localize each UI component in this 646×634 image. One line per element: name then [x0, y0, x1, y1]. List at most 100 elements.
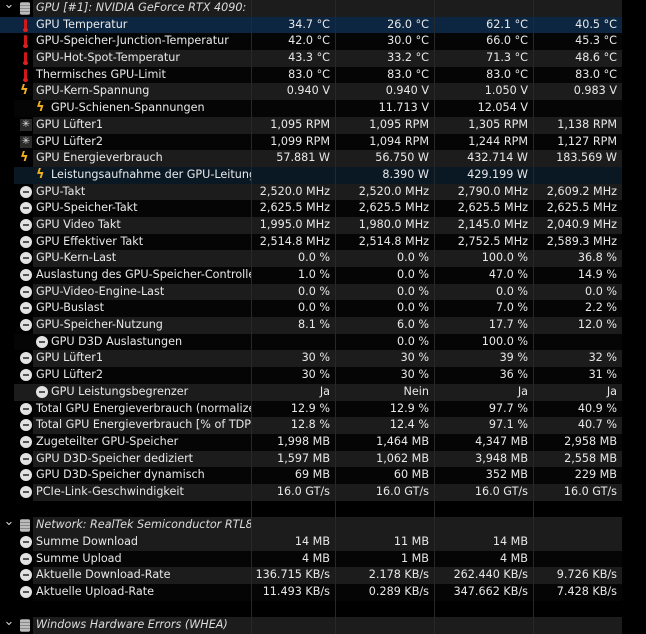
sensor-row[interactable]: GPU-Speicher-Junction-Temperatur 42.0 °C 3… [0, 33, 622, 51]
sensor-row[interactable]: ϟ GPU Energieverbrauch 57.881 W 56.750 W 432… [0, 150, 622, 167]
value-cell-3: 7.0 % [434, 300, 533, 318]
value-cell-3: 12.054 V [434, 100, 533, 117]
value-cell-2: 2,514.8 MHz [335, 233, 434, 251]
clock-icon [20, 352, 32, 365]
sensor-row[interactable]: GPU Lüfter1 30 % 30 % 39 % 32 % [0, 350, 622, 368]
section-header[interactable]: ⌄ Windows Hardware Errors (WHEA) [0, 614, 622, 634]
expandable-sensor-row[interactable]: ›GPU D3D Auslastungen 0.0 %100.0 % [0, 333, 622, 351]
value-cell-1: 30 % [251, 367, 335, 384]
sensor-row[interactable]: GPU-Takt 2,520.0 MHz 2,520.0 MHz 2,790.0 MH… [0, 183, 622, 201]
label-cell: GPU Lüfter1 [0, 350, 251, 368]
value-cell-4: 40.9 % [533, 400, 622, 418]
label-cell: GPU-Buslast [0, 300, 251, 318]
value-cell-2: 8.390 W [335, 166, 434, 184]
sensor-label: GPU-Kern-Spannung [36, 84, 150, 98]
value-cell-1: 0.0 % [251, 283, 335, 301]
chevron-down-icon[interactable]: ⌄ [3, 614, 15, 630]
value-cell-4: 9.726 KB/s [533, 567, 622, 585]
sensor-label: GPU-Schienen-Spannungen [51, 101, 205, 115]
sensor-row[interactable]: GPU-Kern-Last 0.0 % 0.0 % 100.0 % 36.8 % [0, 250, 622, 267]
section-header[interactable]: ⌄ Network: RealTek Semiconductor RTL8125.… [0, 514, 622, 534]
sensor-row[interactable]: GPU Effektiver Takt 2,514.8 MHz 2,514.8 MH… [0, 233, 622, 251]
bolt-icon: ϟ [20, 83, 29, 99]
sensor-row[interactable]: GPU-Buslast 0.0 % 0.0 % 7.0 % 2.2 % [0, 300, 622, 318]
sensor-label: GPU Video Takt [36, 217, 121, 231]
sensor-row[interactable]: GPU Temperatur 34.7 °C 26.0 °C 62.1 °C 40.5 … [0, 16, 622, 34]
sensor-row[interactable]: GPU-Speicher-Takt 2,625.5 MHz 2,625.5 MHz 2… [0, 200, 622, 217]
label-cell: Thermisches GPU-Limit [0, 66, 251, 84]
value-cell-4: 2,558 MB [533, 450, 622, 468]
value-cell-2: 12.9 % [335, 400, 434, 418]
sensor-label: GPU-Video-Engine-Last [36, 284, 165, 298]
sensor-row[interactable]: Aktuelle Download-Rate 136.715 KB/s 2.178 … [0, 567, 622, 585]
blank-row [0, 600, 622, 618]
sensor-row[interactable]: GPU-Video-Engine-Last 0.0 % 0.0 % 0.0 % 0.0 … [0, 283, 622, 301]
value-cell-2 [335, 517, 434, 534]
value-cell-1: 2,520.0 MHz [251, 183, 335, 201]
value-cell-3 [434, 517, 533, 534]
sensor-label: GPU-Takt [36, 184, 86, 198]
sensor-label: GPU Leistungsbegrenzer [51, 384, 189, 398]
value-cell-1: 4 MB [251, 550, 335, 568]
value-cell-4: 40.7 % [533, 417, 622, 434]
value-cell-4: 229 MB [533, 467, 622, 484]
sensor-label: GPU Lüfter1 [36, 351, 104, 365]
sensor-row[interactable]: GPU D3D-Speicher dynamisch 69 MB 60 MB 352 … [0, 467, 622, 484]
label-cell: GPU-Video-Engine-Last [0, 283, 251, 301]
sensor-row[interactable]: GPU Video Takt 1,995.0 MHz 1,980.0 MHz 2,14… [0, 216, 622, 234]
value-cell-4: 83.0 °C [533, 66, 622, 84]
sensor-label: Aktuelle Download-Rate [36, 568, 171, 582]
value-cell-4: 16.0 GT/s [533, 483, 622, 501]
sensor-row[interactable]: GPU-Speicher-Nutzung 8.1 % 6.0 % 17.7 % 12.0… [0, 317, 622, 334]
value-cell-2: 30 % [335, 367, 434, 384]
label-cell: Auslastung des GPU-Speicher-Controllers [0, 267, 266, 284]
label-cell: Summe Upload [0, 550, 251, 568]
sensor-row[interactable]: Summe Download 14 MB 11 MB 14 MB [0, 534, 622, 551]
value-cell-3: 4 MB [434, 550, 533, 568]
value-cell-1: 2,514.8 MHz [251, 233, 335, 251]
label-cell: ›GPU D3D Auslastungen [0, 333, 251, 351]
sensor-row[interactable]: Auslastung des GPU-Speicher-Controllers 1… [0, 267, 622, 284]
sensor-row[interactable]: Total GPU Energieverbrauch (normalized) … [0, 400, 622, 418]
value-cell-4 [533, 600, 622, 618]
sensor-row[interactable]: ✳ GPU Lüfter1 1,095 RPM 1,095 RPM 1,305 RPM 1… [0, 116, 622, 134]
sensor-label: GPU D3D-Speicher dynamisch [36, 468, 205, 482]
value-cell-1: 0.0 % [251, 250, 335, 267]
label-cell: ϟ GPU Energieverbrauch [0, 150, 251, 167]
sensor-row[interactable]: PCIe-Link-Geschwindigkeit 16.0 GT/s 16.0 G… [0, 483, 622, 501]
value-cell-3: 2,790.0 MHz [434, 183, 533, 201]
sensor-row[interactable]: Thermisches GPU-Limit 83.0 °C 83.0 °C 83.0 … [0, 66, 622, 84]
value-cell-2 [335, 0, 434, 17]
value-cell-2: 1,095 RPM [335, 116, 434, 134]
value-cell-1: 83.0 °C [251, 66, 335, 84]
value-cell-3 [434, 0, 533, 17]
value-cell-4: 48.6 °C [533, 50, 622, 67]
value-cell-2: 33.2 °C [335, 50, 434, 67]
clock-icon [20, 469, 32, 482]
sensor-row[interactable]: Zugeteilter GPU-Speicher 1,998 MB 1,464 MB… [0, 433, 622, 451]
sensor-label: GPU Lüfter2 [36, 134, 104, 148]
value-cell-4: 31 % [533, 367, 622, 384]
section-title: Windows Hardware Errors (WHEA) [36, 618, 228, 632]
sensor-row[interactable]: Total GPU Energieverbrauch [% of TDP] 12.… [0, 417, 622, 434]
clock-icon [20, 269, 32, 281]
sensor-label: GPU Effektiver Takt [36, 234, 144, 248]
value-cell-3: 1,244 RPM [434, 133, 533, 151]
chevron-down-icon[interactable]: ⌄ [3, 0, 15, 12]
sensor-row[interactable]: Summe Upload 4 MB 1 MB 4 MB [0, 550, 622, 568]
label-cell: GPU-Speicher-Nutzung [0, 317, 251, 334]
chevron-down-icon[interactable]: ⌄ [3, 514, 15, 530]
sensor-row[interactable]: GPU-Hot-Spot-Temperatur 43.3 °C 33.2 °C 71.… [0, 50, 622, 67]
sensor-row[interactable]: GPU Lüfter2 30 % 30 % 36 % 31 % [0, 367, 622, 384]
value-cell-4: 2,609.2 MHz [533, 183, 622, 201]
section-header[interactable]: ⌄ GPU [#1]: NVIDIA GeForce RTX 4090: [0, 0, 622, 17]
sensor-row[interactable]: Aktuelle Upload-Rate 11.493 KB/s 0.289 KB/… [0, 584, 622, 601]
value-cell-3: 432.714 W [434, 150, 533, 167]
sensor-row[interactable]: ✳ GPU Lüfter2 1,099 RPM 1,094 RPM 1,244 RPM 1… [0, 133, 622, 151]
sensor-row[interactable]: GPU D3D-Speicher dediziert 1,597 MB 1,062 … [0, 450, 622, 468]
